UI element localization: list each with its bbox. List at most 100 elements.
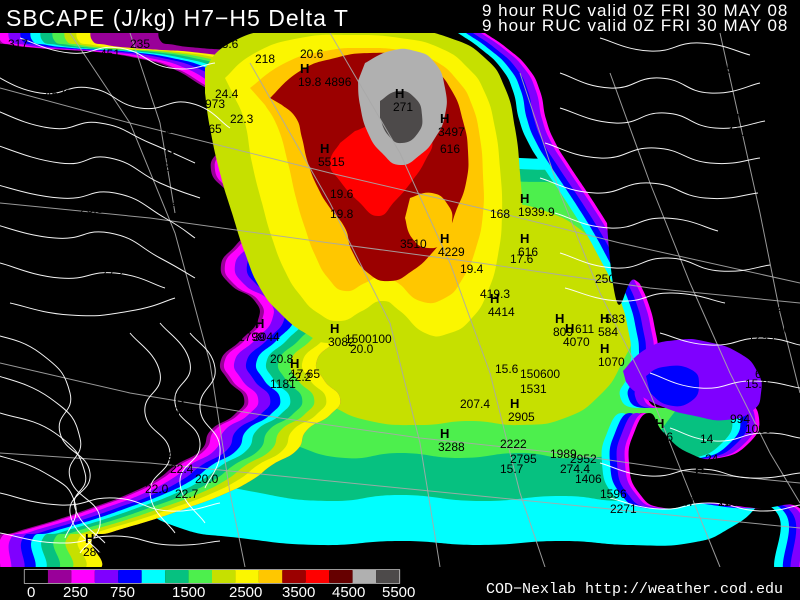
svg-text:H: H <box>655 481 664 496</box>
svg-text:23.9: 23.9 <box>75 367 99 381</box>
svg-text:H: H <box>330 321 339 336</box>
svg-text:412: 412 <box>6 170 26 184</box>
svg-text:H: H <box>510 396 519 411</box>
svg-text:217: 217 <box>130 427 150 441</box>
svg-text:H: H <box>655 416 664 431</box>
svg-text:14: 14 <box>770 302 784 316</box>
svg-text:H: H <box>255 316 264 331</box>
svg-text:3020: 3020 <box>128 370 155 384</box>
svg-text:946: 946 <box>770 322 790 336</box>
svg-text:242: 242 <box>165 197 185 211</box>
svg-text:15.2: 15.2 <box>745 377 769 391</box>
svg-text:1531: 1531 <box>520 382 547 396</box>
svg-text:H: H <box>320 141 329 156</box>
svg-text:18.9: 18.9 <box>585 87 609 101</box>
svg-text:17.65: 17.65 <box>290 367 320 381</box>
svg-text:15.4: 15.4 <box>720 62 744 76</box>
svg-text:476: 476 <box>73 70 93 84</box>
svg-text:4229: 4229 <box>438 245 465 259</box>
svg-text:25.7: 25.7 <box>165 122 189 136</box>
svg-text:1406: 1406 <box>575 472 602 486</box>
svg-text:18.8: 18.8 <box>728 125 752 139</box>
svg-text:3497: 3497 <box>438 125 465 139</box>
svg-text:H: H <box>520 191 529 206</box>
svg-text:15.7: 15.7 <box>500 462 524 476</box>
svg-text:H: H <box>75 56 84 71</box>
svg-text:19.6: 19.6 <box>330 187 354 201</box>
svg-text:250: 250 <box>595 272 615 286</box>
svg-text:5500: 5500 <box>382 584 415 600</box>
svg-text:1500: 1500 <box>172 584 205 600</box>
svg-text:H: H <box>565 321 574 336</box>
svg-text:H: H <box>695 461 704 476</box>
svg-text:H: H <box>240 316 249 331</box>
svg-text:973: 973 <box>205 97 225 111</box>
svg-text:22.4: 22.4 <box>170 462 194 476</box>
svg-text:22.7: 22.7 <box>175 487 199 501</box>
svg-text:317: 317 <box>8 37 28 51</box>
svg-text:250: 250 <box>63 584 88 600</box>
svg-text:2500: 2500 <box>229 584 262 600</box>
svg-text:H: H <box>600 341 609 356</box>
svg-text:946: 946 <box>653 430 673 444</box>
svg-text:19.8 4896: 19.8 4896 <box>298 75 352 89</box>
svg-text:15.6: 15.6 <box>495 362 519 376</box>
svg-text:150600: 150600 <box>520 367 560 381</box>
svg-text:2209: 2209 <box>718 495 745 509</box>
svg-text:2879: 2879 <box>83 545 110 559</box>
svg-text:2905: 2905 <box>508 410 535 424</box>
svg-text:H: H <box>440 231 449 246</box>
svg-text:H: H <box>440 426 449 441</box>
svg-text:750: 750 <box>110 584 135 600</box>
svg-text:22.2: 22.2 <box>100 267 124 281</box>
svg-text:207.4: 207.4 <box>460 397 490 411</box>
svg-text:H: H <box>490 291 499 306</box>
svg-text:451: 451 <box>100 47 120 61</box>
svg-text:1596: 1596 <box>600 487 627 501</box>
svg-text:134: 134 <box>8 102 28 116</box>
svg-text:H: H <box>730 111 739 126</box>
svg-text:H: H <box>130 356 139 371</box>
svg-text:4070: 4070 <box>563 335 590 349</box>
svg-text:H: H <box>175 391 184 406</box>
svg-text:24: 24 <box>705 452 719 466</box>
svg-text:H: H <box>600 311 609 326</box>
svg-text:18.4: 18.4 <box>95 252 119 266</box>
svg-text:23.6: 23.6 <box>215 37 239 51</box>
svg-text:3500: 3500 <box>282 584 315 600</box>
svg-text:20.0: 20.0 <box>195 472 219 486</box>
svg-text:1089: 1089 <box>745 422 772 436</box>
svg-text:1447: 1447 <box>668 495 695 509</box>
svg-text:H: H <box>555 311 564 326</box>
svg-text:1432: 1432 <box>693 475 720 489</box>
svg-text:457350: 457350 <box>45 87 85 101</box>
svg-text:19.8: 19.8 <box>330 207 354 221</box>
svg-text:22.0: 22.0 <box>145 482 169 496</box>
svg-text:616: 616 <box>518 245 538 259</box>
svg-text:20.8: 20.8 <box>80 202 104 216</box>
svg-text:H: H <box>300 61 309 76</box>
svg-text:271: 271 <box>393 100 413 114</box>
svg-text:25.1: 25.1 <box>163 160 187 174</box>
svg-text:H: H <box>720 481 729 496</box>
svg-text:22.3: 22.3 <box>230 112 254 126</box>
svg-text:H: H <box>165 146 174 161</box>
svg-text:218: 218 <box>255 52 275 66</box>
svg-text:3555: 3555 <box>173 405 200 419</box>
svg-text:584: 584 <box>598 325 618 339</box>
svg-text:4414: 4414 <box>488 305 515 319</box>
svg-text:197: 197 <box>8 272 28 286</box>
svg-text:3510: 3510 <box>400 237 427 251</box>
svg-text:168: 168 <box>490 207 510 221</box>
svg-text:20.0: 20.0 <box>350 342 374 356</box>
svg-text:H: H <box>520 231 529 246</box>
svg-text:1939.9: 1939.9 <box>518 205 555 219</box>
svg-text:20.6: 20.6 <box>300 47 324 61</box>
svg-text:COD−Nexlab http://weather.cod.: COD−Nexlab http://weather.cod.edu <box>486 581 783 598</box>
svg-text:235: 235 <box>130 37 150 51</box>
svg-text:1765: 1765 <box>195 122 222 136</box>
svg-text:1799: 1799 <box>238 330 265 344</box>
svg-text:H: H <box>85 531 94 546</box>
svg-text:19.4: 19.4 <box>460 262 484 276</box>
svg-text:H: H <box>670 481 679 496</box>
